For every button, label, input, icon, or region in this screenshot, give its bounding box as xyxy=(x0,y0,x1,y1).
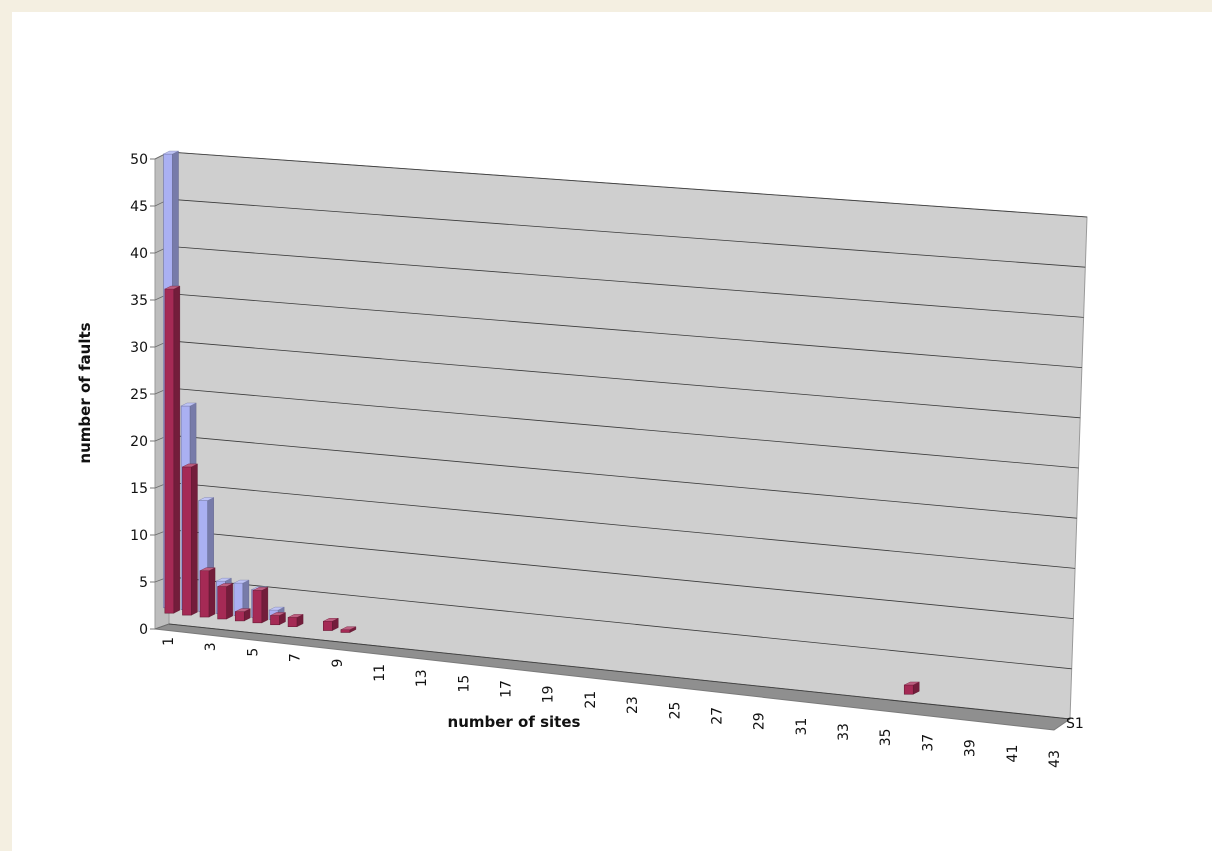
gridline-side xyxy=(154,623,170,630)
x-tick-label: 17 xyxy=(499,680,515,698)
x-tick-label: 15 xyxy=(456,675,472,693)
bar-top xyxy=(163,150,179,155)
x-tick-label: 23 xyxy=(625,696,641,714)
gridline xyxy=(168,198,1086,268)
gridline xyxy=(168,434,1077,519)
bar xyxy=(252,590,263,624)
bar-top xyxy=(252,587,268,591)
bar xyxy=(217,586,227,620)
bar-top xyxy=(182,463,198,468)
bar-top xyxy=(233,579,250,584)
gridline xyxy=(168,529,1074,619)
bar-side xyxy=(173,285,181,614)
bar-top xyxy=(199,567,216,571)
gridline xyxy=(168,151,1088,218)
bar xyxy=(270,615,280,626)
bar-top xyxy=(340,626,356,630)
x-tick-label: 7 xyxy=(288,653,304,662)
gridline xyxy=(168,623,1071,720)
bar-side xyxy=(208,567,216,618)
bar xyxy=(199,570,210,618)
x-tick-label: 3 xyxy=(203,642,219,651)
x-tick-label: 43 xyxy=(1047,750,1063,768)
x-tick-label: 13 xyxy=(414,669,430,687)
x-tick-label: 33 xyxy=(836,723,852,741)
x-tick-label: 1 xyxy=(161,637,177,646)
x-tick-label: 35 xyxy=(878,728,894,746)
bar-side xyxy=(226,583,233,620)
y-tick-label: 25 xyxy=(130,387,148,403)
bar-top xyxy=(904,681,920,686)
gridline xyxy=(168,340,1081,419)
y-tick-label: 5 xyxy=(139,575,148,591)
bar-top xyxy=(181,402,197,407)
chart-gridlines xyxy=(154,151,1088,720)
x-tick-label: 11 xyxy=(372,664,388,682)
bar-top xyxy=(287,614,304,618)
bar-top xyxy=(217,583,233,587)
bar-top xyxy=(216,577,232,582)
gridline xyxy=(168,387,1079,469)
bar xyxy=(164,288,175,614)
back-wall xyxy=(168,151,1088,720)
x-tick-label: 31 xyxy=(794,718,810,736)
chart-walls xyxy=(154,151,1088,731)
bar xyxy=(287,617,298,627)
bar xyxy=(234,611,245,622)
y-tick-label: 20 xyxy=(130,434,148,450)
y-tick-label: 15 xyxy=(130,481,148,497)
bar-top xyxy=(270,612,286,616)
x-tick-label: 9 xyxy=(330,659,346,668)
y-tick-label: 40 xyxy=(130,246,148,262)
x-tick-label: 25 xyxy=(667,702,683,720)
x-axis-title: number of sites xyxy=(448,713,581,731)
bar-side xyxy=(261,587,269,624)
x-tick-label: 5 xyxy=(245,648,261,657)
x-tick-label: 19 xyxy=(541,685,557,703)
y-axis-ticks: 0 5 10 15 20 25 30 35 40 45 50 xyxy=(130,152,155,638)
x-tick-label: 27 xyxy=(709,707,725,725)
y-tick-label: 45 xyxy=(130,199,148,215)
bar xyxy=(322,620,333,631)
gridline xyxy=(168,482,1076,569)
x-tick-label: 39 xyxy=(963,739,979,757)
y-tick-label: 0 xyxy=(139,622,148,638)
y-tick-label: 30 xyxy=(130,340,148,356)
bar-top xyxy=(269,606,285,611)
x-tick-label: 29 xyxy=(752,712,768,730)
y-axis-title: number of faults xyxy=(76,322,94,463)
bar-top xyxy=(235,608,251,612)
chart-bars xyxy=(163,150,920,695)
bar-side xyxy=(191,463,198,616)
x-tick-label: 41 xyxy=(1005,745,1021,763)
gridline xyxy=(168,576,1072,670)
chart-frame: 0 5 10 15 20 25 30 35 40 45 50 1 3 5 7 9 11 13 15 17 19 21 23… xyxy=(12,12,1212,851)
bar-top xyxy=(164,285,180,290)
bar-top xyxy=(323,618,339,622)
gridline xyxy=(168,293,1082,368)
y-tick-label: 10 xyxy=(130,528,148,544)
x-tick-label: 21 xyxy=(583,691,599,709)
bar xyxy=(182,466,192,616)
bar xyxy=(903,684,914,695)
bar-top xyxy=(198,497,214,501)
y-tick-label: 50 xyxy=(130,152,148,168)
series-depth-label: S1 xyxy=(1066,716,1084,732)
x-tick-label: 37 xyxy=(920,734,936,752)
y-tick-label: 35 xyxy=(130,293,148,309)
bar xyxy=(340,629,351,633)
gridline xyxy=(168,246,1084,318)
